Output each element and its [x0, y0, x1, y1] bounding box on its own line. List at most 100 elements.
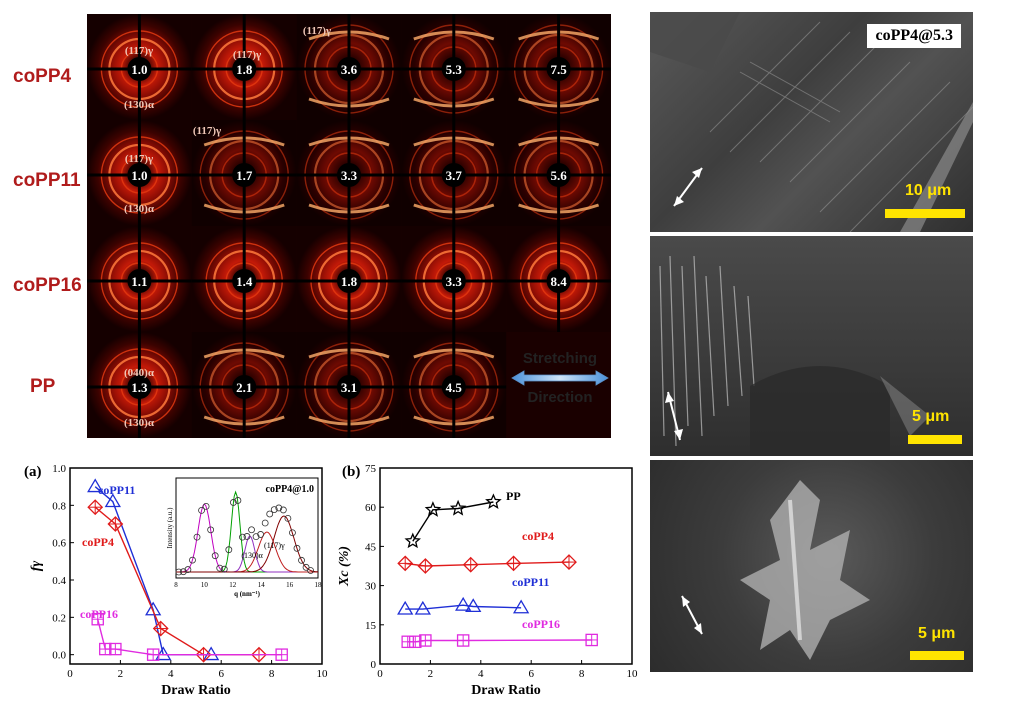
inset-data-point — [293, 544, 301, 552]
beamstop-center — [441, 57, 466, 81]
row-label-copp4: coPP4 — [13, 66, 72, 87]
data-point — [87, 478, 104, 493]
y-tick-label: 30 — [365, 581, 377, 593]
sem-top-texture — [650, 12, 973, 232]
x-tick-label: 0 — [67, 668, 73, 680]
inset-data-point — [184, 566, 192, 573]
draw-ratio-label: 4.5 — [446, 380, 463, 395]
data-point — [414, 600, 431, 615]
panel-a-label: (a) — [24, 464, 42, 480]
inset-data-point — [302, 563, 310, 571]
draw-ratio-label: 5.3 — [446, 62, 463, 77]
y-tick-label: 0.6 — [52, 538, 66, 550]
sem-image-bottom: 5 μm — [650, 460, 973, 672]
scale-label-middle: 5 μm — [912, 408, 950, 425]
y-tick-label: 75 — [365, 463, 377, 475]
reflection-annotation: (130)α — [124, 203, 155, 215]
data-point — [195, 646, 212, 663]
y-tick-label: 45 — [365, 541, 377, 553]
draw-ratio-label: 3.1 — [341, 380, 357, 395]
row-label-copp16: coPP16 — [13, 275, 82, 296]
sem-middle-texture — [659, 255, 930, 456]
data-point — [397, 600, 414, 615]
scale-label-bottom: 5 μm — [918, 625, 956, 642]
inset-frame — [175, 477, 319, 579]
scale-bar-bottom — [910, 651, 964, 660]
reflection-annotation: (117)γ — [125, 153, 153, 165]
data-point — [202, 646, 220, 661]
x-tick-label: 8 — [579, 668, 585, 680]
y-axis-label: fγ — [29, 561, 44, 572]
data-point — [145, 601, 162, 616]
x-tick-label: 4 — [168, 668, 174, 680]
sem-image-middle: 5 μm — [650, 236, 973, 456]
inset-data-point — [307, 567, 315, 574]
row-label-copp11: coPP11 — [13, 170, 81, 191]
stretch-arrow-icon — [681, 595, 703, 635]
beamstop-center — [337, 269, 361, 293]
beamstop-center — [441, 163, 466, 187]
draw-ratio-label: 3.7 — [446, 168, 463, 183]
sem-image-top: coPP4@5.3 10 μm — [650, 12, 973, 232]
stretch-arrow-icon — [673, 167, 703, 207]
y-tick-label: 0 — [371, 659, 377, 671]
chart-b: 0 2 4 6 8 10 0 15 30 45 60 75 Draw Ratio Xc (%) PP coPP… — [337, 463, 639, 696]
inset-data-point — [248, 526, 255, 534]
x-tick-label: 6 — [528, 668, 534, 680]
y-tick-label: 0.0 — [52, 650, 66, 662]
data-point — [512, 599, 530, 614]
reflection-annotation: (117)γ — [125, 45, 153, 57]
inset-data-point — [193, 533, 201, 541]
inset-y-label: Intensity (a.u.) — [166, 507, 174, 549]
inset-data-point — [243, 533, 251, 540]
reflection-annotation: (117)γ — [303, 25, 331, 37]
plot-frame — [379, 467, 633, 665]
beamstop-center — [232, 269, 257, 293]
inset-data-point — [198, 506, 205, 514]
inset-x-tick: 16 — [286, 581, 294, 589]
data-point — [424, 501, 442, 517]
reflection-annotation: (130)α — [124, 99, 155, 111]
data-point — [462, 556, 479, 573]
x-tick-label: 2 — [118, 668, 124, 680]
data-point — [251, 646, 267, 663]
series-label-copp11: coPP11 — [512, 575, 549, 589]
draw-ratio-label: 2.1 — [236, 380, 252, 395]
x-tick-label: 0 — [377, 668, 383, 680]
draw-ratio-label: 8.4 — [550, 274, 567, 289]
panel-b-label: (b) — [342, 464, 361, 480]
plot-frame — [69, 467, 323, 665]
saxs-grid: 1.0 1.8 3.6 5.3 7.5 1.0 1.7 3.3 3.7 5.6 1.1 1.4 1.8 3… — [87, 14, 611, 438]
inset-data-point — [211, 552, 219, 560]
x-tick-label: 10 — [317, 668, 329, 680]
draw-ratio-label: 3.3 — [446, 274, 463, 289]
inset-data-point — [189, 556, 196, 564]
series-label-copp16: coPP16 — [522, 617, 560, 631]
beamstop-center — [127, 57, 152, 81]
double-arrow-icon — [511, 370, 609, 386]
inset-data-point — [266, 510, 274, 518]
inset-data-point — [279, 506, 287, 514]
x-tick-label: 2 — [428, 668, 434, 680]
y-tick-label: 1.0 — [52, 463, 66, 475]
saxs-grid-svg: 1.0 1.8 3.6 5.3 7.5 1.0 1.7 3.3 3.7 5.6 1.1 1.4 1.8 3… — [87, 14, 611, 438]
draw-ratio-label: 7.5 — [550, 62, 567, 77]
scale-bar-middle — [908, 435, 962, 444]
data-point — [561, 554, 577, 570]
reflection-annotation: (130)α — [124, 417, 155, 429]
y-tick-label: 0.2 — [52, 612, 66, 624]
beamstop-center — [441, 269, 466, 293]
series-line-pp — [412, 501, 494, 542]
x-axis-label: Draw Ratio — [161, 683, 231, 696]
series-label-copp4: coPP4 — [522, 529, 554, 543]
sem-top-label: coPP4@5.3 — [867, 24, 961, 48]
inset-x-tick: 12 — [229, 581, 237, 589]
inset-data-point — [179, 568, 187, 576]
draw-ratio-label: 3.6 — [341, 62, 358, 77]
inset-data-point — [289, 529, 296, 537]
y-tick-label: 0.4 — [52, 575, 66, 587]
inset-data-point — [298, 556, 305, 564]
stretch-arrow-icon — [665, 391, 683, 441]
x-tick-label: 10 — [627, 668, 639, 680]
x-tick-label: 4 — [478, 668, 484, 680]
